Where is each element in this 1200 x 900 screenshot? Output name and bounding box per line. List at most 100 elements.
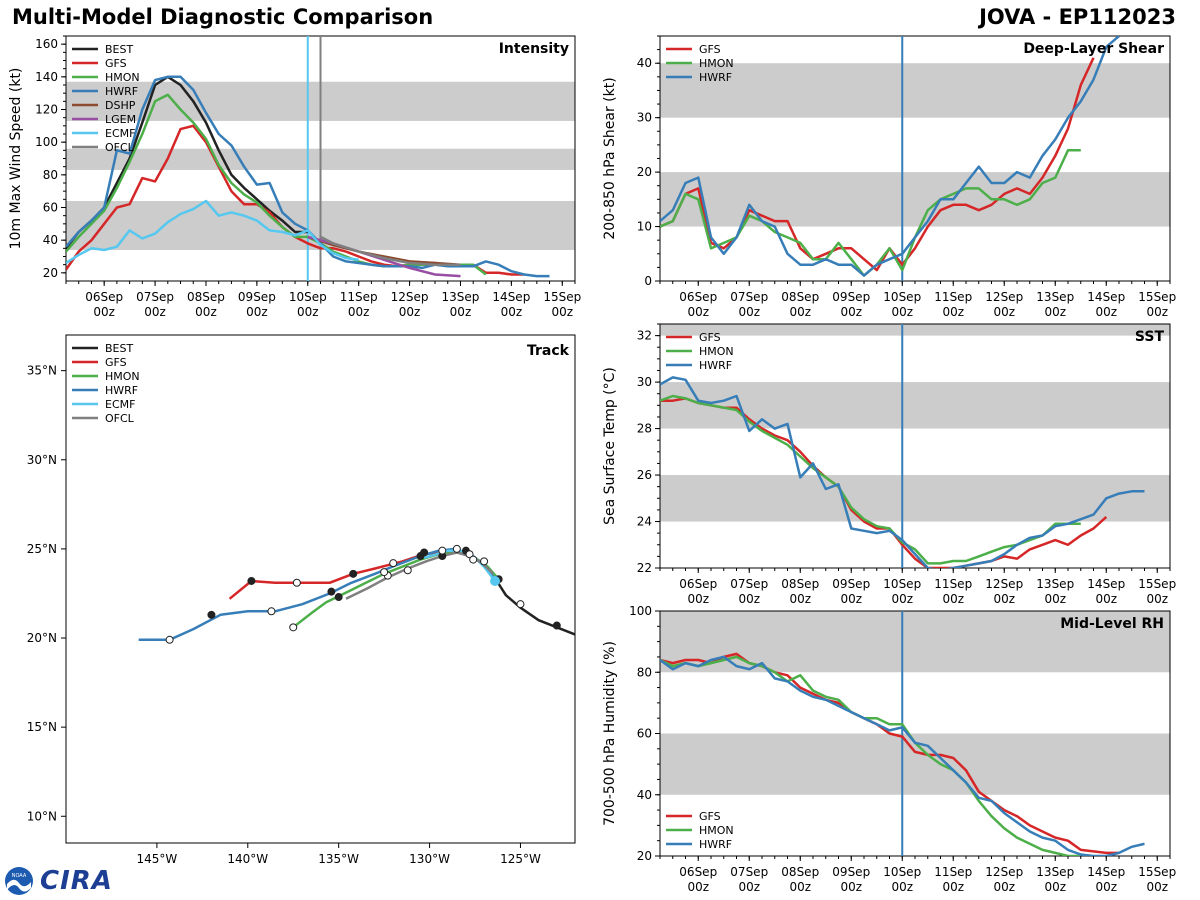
legend-label: ECMF bbox=[105, 127, 135, 140]
y-tick-label: 30 bbox=[637, 375, 652, 389]
x-tick-label-date: 09Sep bbox=[238, 290, 276, 304]
cira-logo: NOAA CIRA bbox=[4, 862, 114, 898]
x-tick-label-hour: 00z bbox=[1146, 880, 1168, 894]
x-tick-label-date: 09Sep bbox=[832, 865, 870, 879]
track-position-marker bbox=[389, 559, 398, 568]
x-tick-label-hour: 00z bbox=[348, 305, 370, 319]
legend-label: HMON bbox=[105, 370, 140, 383]
legend-label: GFS bbox=[699, 43, 721, 56]
track-position-marker bbox=[165, 635, 174, 644]
track-line-ecmf bbox=[423, 549, 496, 582]
series-group bbox=[660, 36, 1120, 277]
panel-title: Track bbox=[527, 343, 570, 359]
track-position-marker bbox=[207, 610, 216, 619]
legend-label: OFCL bbox=[105, 412, 135, 425]
x-tick-label: 125°W bbox=[500, 852, 541, 866]
x-tick-label-date: 09Sep bbox=[832, 290, 870, 304]
plot-frame bbox=[65, 334, 576, 844]
track-position-marker bbox=[349, 569, 358, 578]
legend-label: GFS bbox=[699, 810, 721, 823]
y-axis-label: 700-500 hPa Humidity (%) bbox=[602, 641, 618, 826]
x-tick-label-hour: 00z bbox=[93, 305, 115, 319]
y-axis-label: Sea Surface Temp (°C) bbox=[602, 367, 618, 525]
y-tick-label: 24 bbox=[637, 515, 652, 529]
x-tick-label-date: 10Sep bbox=[289, 290, 327, 304]
legend-label: DSHP bbox=[105, 99, 136, 112]
track-position-marker bbox=[438, 546, 447, 555]
x-tick-label-hour: 00z bbox=[891, 592, 913, 606]
x-tick-label-date: 09Sep bbox=[832, 577, 870, 591]
legend-label: GFS bbox=[105, 57, 127, 70]
x-tick-label-date: 15Sep bbox=[1138, 290, 1176, 304]
threshold-band bbox=[660, 382, 1170, 429]
x-tick-label-date: 08Sep bbox=[781, 290, 819, 304]
chart-sst: 22242628303206Sep00z07Sep00z08Sep00z09Se… bbox=[602, 323, 1176, 606]
x-tick-label-date: 14Sep bbox=[1087, 290, 1125, 304]
y-tick-label: 35°N bbox=[27, 364, 57, 378]
y-tick-label: 30 bbox=[637, 111, 652, 125]
series-line-gfs bbox=[660, 652, 1119, 855]
legend-label: HWRF bbox=[105, 384, 138, 397]
legend-label: BEST bbox=[105, 43, 133, 56]
x-tick-label-hour: 00z bbox=[993, 305, 1015, 319]
y-tick-label: 40 bbox=[637, 56, 652, 70]
track-position-marker bbox=[403, 566, 412, 575]
x-tick-label-hour: 00z bbox=[840, 592, 862, 606]
y-axis-label: 10m Max Wind Speed (kt) bbox=[8, 68, 24, 250]
x-tick-label-date: 15Sep bbox=[543, 290, 581, 304]
track-position-marker bbox=[292, 578, 301, 587]
y-tick-label: 28 bbox=[637, 422, 652, 436]
track-line-hwrf bbox=[138, 547, 496, 642]
panel-title: SST bbox=[1135, 329, 1165, 345]
x-tick-label-hour: 00z bbox=[942, 305, 964, 319]
chart-track: 145°W 140°W 135°W 130°W 125°W 10°N 15°N 20°N 25°… bbox=[27, 334, 576, 866]
track-position-marker bbox=[327, 587, 336, 596]
y-tick-label: 160 bbox=[35, 37, 58, 51]
x-tick-label-hour: 00z bbox=[840, 880, 862, 894]
x-tick-label-hour: 00z bbox=[789, 305, 811, 319]
legend-label: GFS bbox=[105, 356, 127, 369]
track-position-marker bbox=[267, 607, 276, 616]
y-tick-label: 22 bbox=[637, 561, 652, 575]
x-tick-label-hour: 00z bbox=[993, 592, 1015, 606]
y-tick-label: 120 bbox=[35, 103, 58, 117]
track-position-marker bbox=[552, 621, 561, 630]
x-tick-label-hour: 00z bbox=[1095, 305, 1117, 319]
y-axis-label: 200-850 hPa Shear (kt) bbox=[602, 77, 618, 239]
x-tick-label-hour: 00z bbox=[1044, 305, 1066, 319]
x-tick-label-date: 06Sep bbox=[85, 290, 123, 304]
x-tick-label-date: 10Sep bbox=[883, 290, 921, 304]
chart-shear: 01020304006Sep00z07Sep00z08Sep00z09Sep00… bbox=[602, 35, 1176, 319]
x-tick-label-hour: 00z bbox=[1044, 880, 1066, 894]
x-tick-label-hour: 00z bbox=[1095, 880, 1117, 894]
x-tick-label-date: 11Sep bbox=[340, 290, 378, 304]
x-tick-label-date: 15Sep bbox=[1138, 577, 1176, 591]
x-tick-label-hour: 00z bbox=[687, 880, 709, 894]
x-tick-label-hour: 00z bbox=[993, 880, 1015, 894]
x-tick-label-date: 14Sep bbox=[1087, 577, 1125, 591]
x-tick-label-hour: 00z bbox=[1095, 592, 1117, 606]
track-position-marker bbox=[465, 550, 474, 559]
panel-title: Deep-Layer Shear bbox=[1023, 41, 1164, 57]
track-position-marker bbox=[490, 575, 501, 586]
x-tick-label-hour: 00z bbox=[789, 880, 811, 894]
x-tick-label-date: 15Sep bbox=[1138, 865, 1176, 879]
x-tick-label-hour: 00z bbox=[297, 305, 319, 319]
noaa-logo-icon: NOAA bbox=[5, 867, 33, 895]
series-group bbox=[66, 75, 550, 278]
y-tick-label: 100 bbox=[629, 604, 652, 618]
track-position-marker bbox=[247, 576, 256, 585]
x-tick-label-hour: 00z bbox=[840, 305, 862, 319]
series-line-dshp bbox=[307, 235, 461, 266]
y-tick-label: 20 bbox=[43, 266, 58, 280]
series-line-hwrf bbox=[660, 36, 1120, 277]
track-position-marker bbox=[469, 555, 478, 564]
x-tick-label-date: 13Sep bbox=[1036, 865, 1074, 879]
x-tick-label-date: 13Sep bbox=[1036, 290, 1074, 304]
x-tick-label-date: 08Sep bbox=[781, 577, 819, 591]
x-tick-label-date: 08Sep bbox=[781, 865, 819, 879]
x-tick-label-hour: 00z bbox=[738, 592, 760, 606]
x-tick-label-hour: 00z bbox=[195, 305, 217, 319]
track-position-marker bbox=[380, 568, 389, 577]
y-tick-label: 10°N bbox=[27, 809, 57, 823]
